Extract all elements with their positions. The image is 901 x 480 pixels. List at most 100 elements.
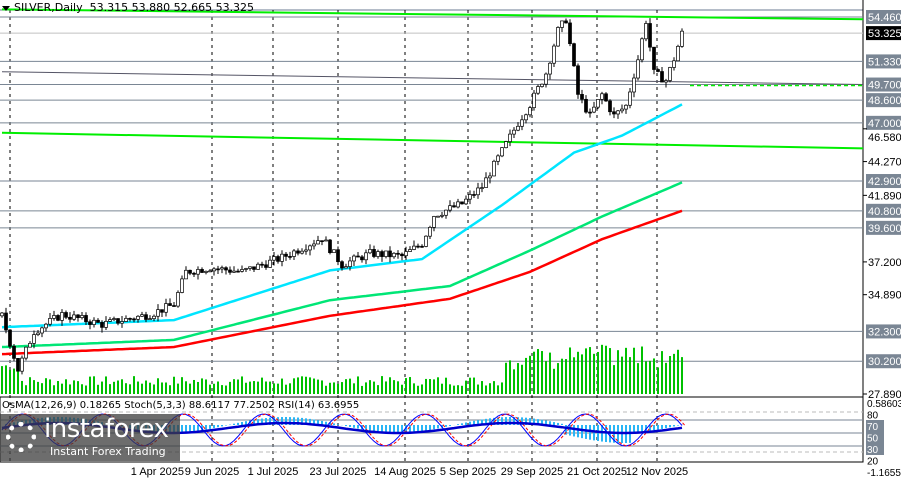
instaforex-watermark: instaforex Instant Forex Trading — [0, 414, 180, 461]
candle — [516, 122, 520, 132]
date-tick-label: 21 Oct 2025 — [567, 466, 627, 478]
candle — [668, 66, 672, 83]
candle-body — [412, 245, 416, 250]
osc-scale-label: 70 — [867, 422, 879, 433]
candle — [380, 249, 384, 262]
volume-bar — [401, 384, 403, 394]
candle — [384, 250, 388, 259]
candle-body — [204, 270, 208, 273]
candle-body — [64, 312, 68, 318]
candle-body — [220, 267, 224, 270]
volume-bar — [333, 382, 335, 394]
price-tag-bg — [866, 10, 901, 24]
candle-body — [172, 305, 176, 307]
candle — [104, 316, 108, 330]
volume-bar — [317, 379, 319, 394]
candle — [504, 140, 508, 149]
price-tick-label: 53.325 — [868, 28, 901, 40]
candle — [588, 108, 592, 118]
volume-bar — [5, 365, 7, 394]
osc-scale-label: -1.16551 — [867, 468, 901, 479]
price-tick-label: 34.890 — [868, 290, 901, 302]
candle — [216, 265, 220, 275]
candle-body — [200, 269, 204, 273]
date-tick-label: 1 Jul 2025 — [248, 466, 299, 478]
volume-bar — [409, 377, 411, 394]
candle-body — [452, 205, 456, 208]
candle-body — [516, 125, 520, 131]
candle — [0, 311, 4, 318]
candle — [248, 266, 252, 271]
osma-bar — [353, 425, 355, 428]
volume-bar — [93, 376, 95, 394]
candle — [472, 190, 476, 199]
osma-bar — [529, 418, 531, 425]
osma-bar — [677, 425, 679, 426]
candle — [200, 267, 204, 273]
candle — [36, 329, 40, 337]
candle-body — [536, 86, 540, 94]
candle-body — [128, 318, 132, 320]
volume-bar — [241, 376, 243, 394]
volume-bar — [441, 383, 443, 394]
volume-bar — [437, 377, 439, 394]
volume-bar — [329, 382, 331, 394]
candle-body — [568, 22, 572, 45]
candle-body — [116, 318, 120, 324]
candle — [152, 314, 156, 322]
volume-bar — [617, 350, 619, 394]
candle — [24, 346, 28, 361]
candle — [108, 317, 112, 322]
candle-body — [52, 315, 56, 319]
volume-bar — [217, 381, 219, 394]
candle — [264, 260, 268, 270]
candle-body — [408, 249, 412, 252]
osma-bar — [197, 425, 199, 431]
candle — [496, 154, 500, 166]
osma-bar — [389, 425, 391, 433]
candle-body — [264, 264, 268, 268]
dropdown-triangle-icon[interactable] — [2, 6, 10, 11]
volume-bar — [197, 381, 199, 394]
candle — [400, 252, 404, 261]
candle-body — [168, 303, 172, 306]
volume-bar — [137, 381, 139, 394]
candle-body — [328, 239, 332, 254]
volume-bar — [233, 379, 235, 394]
candle — [288, 251, 292, 260]
price-tag-bg — [866, 324, 901, 339]
volume-bar — [185, 381, 187, 394]
candle-body — [464, 198, 468, 205]
osma-bar — [333, 423, 335, 425]
candle-body — [612, 111, 616, 115]
candle — [296, 248, 300, 256]
osc-scale-label: 80 — [867, 411, 879, 422]
osma-bar — [497, 417, 499, 425]
volume-bar — [489, 383, 491, 394]
volume-bar — [481, 381, 483, 394]
candle-body — [324, 239, 328, 242]
volume-bar — [413, 383, 415, 394]
volume-bar — [529, 355, 531, 394]
candle — [284, 252, 288, 261]
osma-bar — [281, 417, 283, 425]
volume-bar — [321, 380, 323, 394]
volume-bar — [493, 381, 495, 394]
osma-bar — [357, 425, 359, 429]
candle-body — [472, 194, 476, 196]
candle-body — [240, 269, 244, 272]
candle — [116, 318, 120, 326]
candle-body — [148, 318, 152, 320]
volume-bar — [433, 379, 435, 394]
volume-bar — [557, 363, 559, 394]
price-tag-bg — [866, 54, 901, 69]
candle-body — [396, 252, 400, 255]
candle-body — [208, 270, 212, 273]
price-tick-label: 41.890 — [868, 190, 901, 202]
candle — [640, 37, 644, 63]
volume-bar — [305, 376, 307, 394]
candle — [364, 249, 368, 265]
candle-body — [360, 256, 364, 261]
candle-body — [20, 357, 24, 372]
